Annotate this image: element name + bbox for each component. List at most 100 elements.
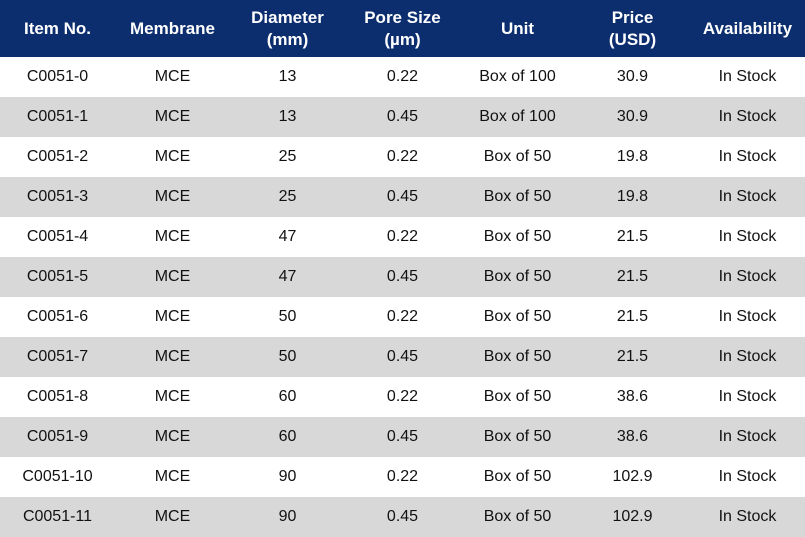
- cell-unit: Box of 50: [483, 228, 552, 245]
- cell-availability: In Stock: [718, 508, 777, 525]
- cell-availability: In Stock: [718, 348, 777, 365]
- cell-membrane: MCE: [154, 388, 191, 405]
- cell-unit: Box of 50: [483, 508, 552, 525]
- header-diameter: Diameter (mm): [230, 0, 345, 57]
- cell-item-no: C0051-6: [26, 308, 89, 325]
- cell-membrane: MCE: [154, 108, 191, 125]
- cell-membrane: MCE: [154, 468, 191, 485]
- cell-membrane: MCE: [154, 228, 191, 245]
- cell-item-no: C0051-7: [26, 348, 89, 365]
- cell-price: 38.6: [616, 388, 649, 405]
- cell-membrane: MCE: [154, 508, 191, 525]
- header-price-line: (USD): [608, 29, 657, 49]
- cell-price: 21.5: [616, 348, 649, 365]
- cell-availability: In Stock: [718, 268, 777, 285]
- cell-availability: In Stock: [718, 68, 777, 85]
- cell-price: 19.8: [616, 148, 649, 165]
- cell-price: 102.9: [612, 468, 653, 485]
- cell-diameter: 90: [278, 508, 297, 525]
- cell-membrane: MCE: [154, 428, 191, 445]
- cell-availability: In Stock: [718, 148, 777, 165]
- table-row: C0051-0 MCE 13 0.22 Box of 100 30.9 In Stock: [0, 57, 805, 97]
- table-row: C0051-5 MCE 47 0.45 Box of 50 21.5 In Stock: [0, 257, 805, 297]
- cell-availability: In Stock: [718, 308, 777, 325]
- cell-availability: In Stock: [718, 388, 777, 405]
- cell-diameter: 13: [278, 68, 297, 85]
- cell-membrane: MCE: [154, 148, 191, 165]
- header-unit-line: Unit: [500, 18, 535, 38]
- cell-price: 30.9: [616, 68, 649, 85]
- cell-unit: Box of 50: [483, 308, 552, 325]
- header-membrane-line: Membrane: [129, 18, 216, 38]
- cell-item-no: C0051-3: [26, 188, 89, 205]
- cell-diameter: 47: [278, 268, 297, 285]
- cell-pore-size: 0.22: [386, 68, 419, 85]
- cell-unit: Box of 100: [479, 68, 556, 85]
- cell-diameter: 47: [278, 228, 297, 245]
- header-price: Price (USD): [575, 0, 690, 57]
- cell-pore-size: 0.45: [386, 348, 419, 365]
- cell-pore-size: 0.45: [386, 188, 419, 205]
- table-row: C0051-8 MCE 60 0.22 Box of 50 38.6 In Stock: [0, 377, 805, 417]
- cell-pore-size: 0.45: [386, 428, 419, 445]
- cell-pore-size: 0.22: [386, 468, 419, 485]
- cell-item-no: C0051-8: [26, 388, 89, 405]
- cell-price: 38.6: [616, 428, 649, 445]
- cell-diameter: 90: [278, 468, 297, 485]
- cell-unit: Box of 50: [483, 468, 552, 485]
- cell-price: 19.8: [616, 188, 649, 205]
- cell-unit: Box of 50: [483, 388, 552, 405]
- header-pore-size-line: (µm): [384, 29, 421, 49]
- cell-price: 21.5: [616, 308, 649, 325]
- cell-item-no: C0051-10: [22, 468, 93, 485]
- cell-membrane: MCE: [154, 348, 191, 365]
- cell-item-no: C0051-11: [22, 508, 93, 525]
- header-row: Item No. Membrane Diameter (mm) Pore Size (µm…: [0, 0, 805, 57]
- table-row: C0051-7 MCE 50 0.45 Box of 50 21.5 In Stock: [0, 337, 805, 377]
- cell-diameter: 60: [278, 428, 297, 445]
- cell-availability: In Stock: [718, 188, 777, 205]
- header-availability-line: Availability: [702, 18, 793, 38]
- cell-price: 21.5: [616, 268, 649, 285]
- header-price-line: Price: [611, 7, 654, 27]
- cell-membrane: MCE: [154, 188, 191, 205]
- header-availability: Availability: [690, 0, 805, 57]
- table-row: C0051-1 MCE 13 0.45 Box of 100 30.9 In Stock: [0, 97, 805, 137]
- header-unit: Unit: [460, 0, 575, 57]
- table-row: C0051-2 MCE 25 0.22 Box of 50 19.8 In Stock: [0, 137, 805, 177]
- cell-item-no: C0051-9: [26, 428, 89, 445]
- cell-diameter: 50: [278, 308, 297, 325]
- cell-pore-size: 0.22: [386, 308, 419, 325]
- cell-pore-size: 0.22: [386, 148, 419, 165]
- cell-membrane: MCE: [154, 68, 191, 85]
- cell-unit: Box of 50: [483, 148, 552, 165]
- cell-availability: In Stock: [718, 428, 777, 445]
- cell-unit: Box of 50: [483, 268, 552, 285]
- table-row: C0051-9 MCE 60 0.45 Box of 50 38.6 In Stock: [0, 417, 805, 457]
- cell-pore-size: 0.22: [386, 228, 419, 245]
- cell-unit: Box of 50: [483, 188, 552, 205]
- table-row: C0051-6 MCE 50 0.22 Box of 50 21.5 In Stock: [0, 297, 805, 337]
- table-row: C0051-3 MCE 25 0.45 Box of 50 19.8 In Stock: [0, 177, 805, 217]
- cell-diameter: 13: [278, 108, 297, 125]
- cell-item-no: C0051-1: [26, 108, 89, 125]
- cell-diameter: 25: [278, 148, 297, 165]
- cell-item-no: C0051-5: [26, 268, 89, 285]
- header-pore-size-line: Pore Size: [364, 7, 441, 27]
- header-diameter-line: Diameter: [251, 7, 324, 27]
- cell-price: 21.5: [616, 228, 649, 245]
- cell-pore-size: 0.45: [386, 268, 419, 285]
- cell-availability: In Stock: [718, 228, 777, 245]
- cell-item-no: C0051-2: [26, 148, 89, 165]
- cell-availability: In Stock: [718, 108, 777, 125]
- cell-pore-size: 0.22: [386, 388, 419, 405]
- table-row: C0051-4 MCE 47 0.22 Box of 50 21.5 In Stock: [0, 217, 805, 257]
- cell-item-no: C0051-4: [26, 228, 89, 245]
- table-header: Item No. Membrane Diameter (mm) Pore Size (µm…: [0, 0, 805, 57]
- cell-pore-size: 0.45: [386, 108, 419, 125]
- cell-pore-size: 0.45: [386, 508, 419, 525]
- cell-unit: Box of 50: [483, 348, 552, 365]
- cell-item-no: C0051-0: [26, 68, 89, 85]
- cell-diameter: 60: [278, 388, 297, 405]
